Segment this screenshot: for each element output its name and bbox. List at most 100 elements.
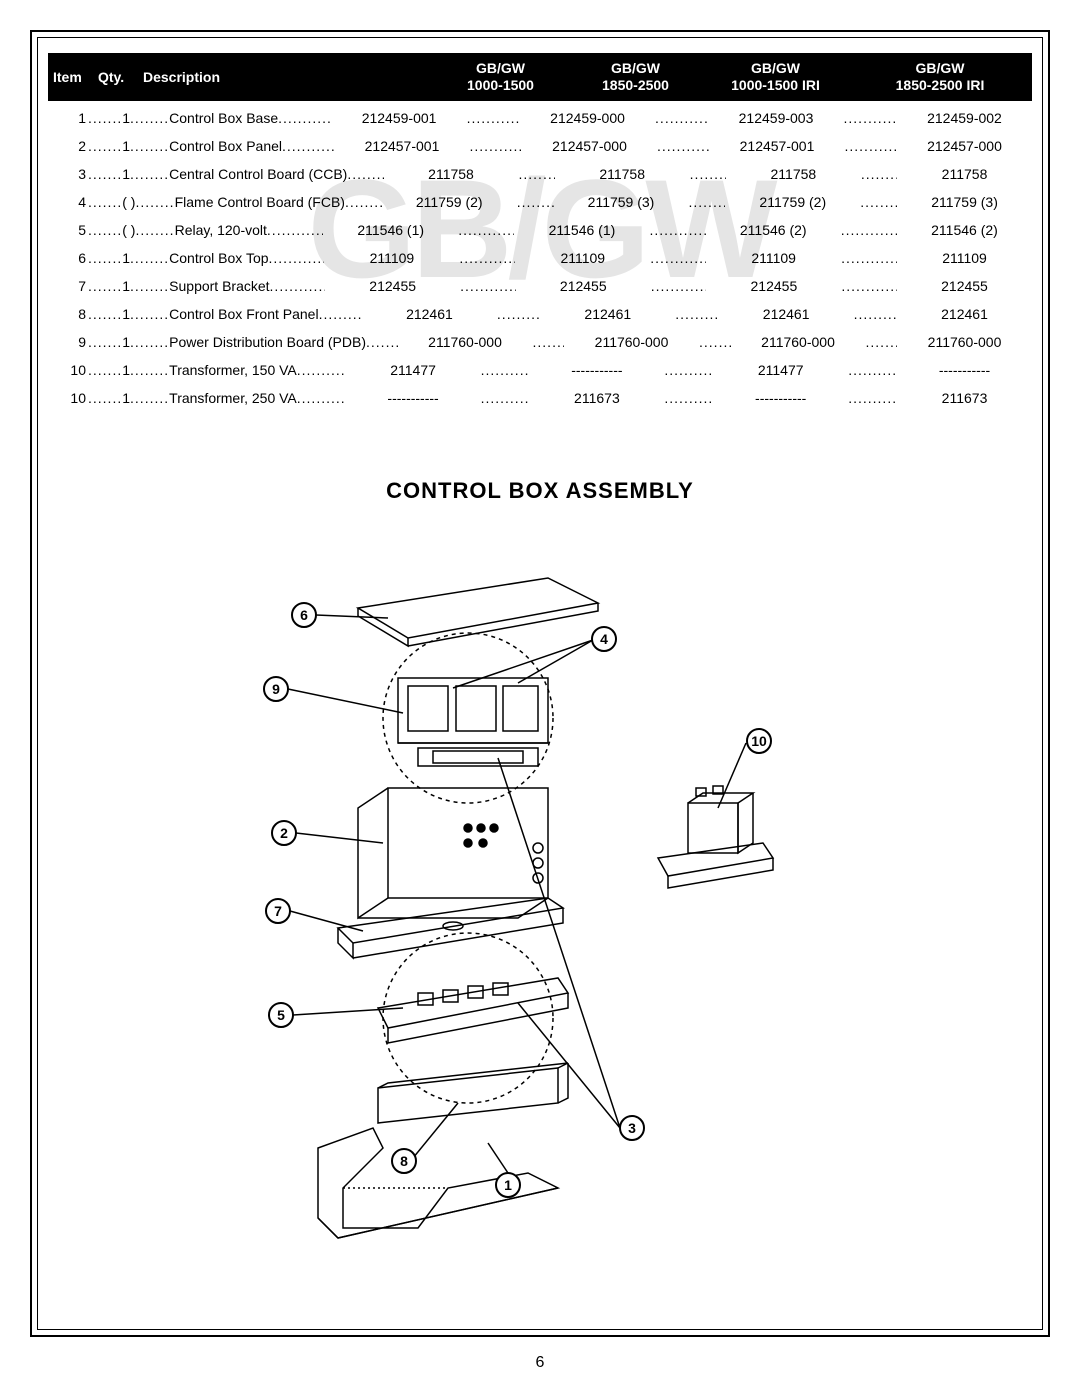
header-col3: GB/GW 1000-1500 IRI (703, 60, 848, 94)
cell-desc: Transformer, 250 VA (169, 390, 297, 406)
page-number: 6 (0, 1354, 1080, 1372)
callout-7: 7 (265, 898, 291, 924)
table-row: 10 ....... 1 ........ Transformer, 250 V… (48, 390, 1032, 418)
dots: ....... (88, 278, 122, 294)
dots: .................. (690, 166, 726, 182)
cell-qty: ( ) (122, 194, 135, 210)
dots: ......................... (297, 390, 346, 406)
header-col4-bot: 1850-2500 IRI (848, 77, 1032, 94)
dots: ....... (88, 194, 122, 210)
dots: .................. (689, 194, 726, 210)
cell-item: 6 (48, 250, 88, 266)
dots: .................. (649, 222, 705, 238)
cell-c4: 211760-000 (897, 334, 1032, 350)
dots: .................. (699, 334, 731, 350)
cell-qty: 1 (122, 138, 130, 154)
dots: .................. (458, 222, 514, 238)
cell-c2: 212459-000 (520, 110, 655, 126)
dots: ....... (88, 362, 122, 378)
dots: ........ (130, 306, 169, 322)
dots: ........ (130, 250, 169, 266)
dots: ....... (88, 390, 122, 406)
dots: ........ (135, 194, 174, 210)
cell-qty: 1 (122, 362, 130, 378)
dots: .................. (517, 194, 554, 210)
cell-qty: 1 (122, 306, 130, 322)
cell-desc: Flame Control Board (FCB) (175, 194, 345, 210)
cell-c1: 211759 (2) (382, 194, 517, 210)
dots: .............. (366, 334, 398, 350)
assembly-title: CONTROL BOX ASSEMBLY (38, 478, 1042, 504)
cell-qty: ( ) (122, 222, 135, 238)
page: GB/GW Item Qty. Description GB/GW 1000-1… (0, 0, 1080, 1397)
dots: .................. (533, 334, 565, 350)
cell-c1: 211758 (384, 166, 519, 182)
diagram-svg (188, 548, 888, 1268)
callout-1: 1 (495, 1172, 521, 1198)
callout-9: 9 (263, 676, 289, 702)
exploded-diagram: 64910275381 (188, 548, 888, 1268)
dots: ....... (88, 110, 122, 126)
dots: .................. (848, 390, 897, 406)
cell-c2: 212457-000 (522, 138, 657, 154)
header-col1: GB/GW 1000-1500 (433, 60, 568, 94)
dots: .................. (655, 110, 708, 126)
cell-qty: 1 (122, 334, 130, 350)
cell-c4: ----------- (897, 362, 1032, 378)
cell-qty: 1 (122, 390, 130, 406)
cell-c1: 211760-000 (398, 334, 533, 350)
dots: ........ (130, 390, 169, 406)
dots: .................. (467, 110, 520, 126)
header-col3-top: GB/GW (703, 60, 848, 77)
dots: .................. (650, 250, 706, 266)
dots: .................. (664, 362, 713, 378)
cell-c3: 211109 (706, 250, 841, 266)
cell-desc: Control Box Base (169, 110, 278, 126)
dots: ............................. (270, 278, 326, 294)
cell-c1: 211477 (346, 362, 481, 378)
table-row: 4 ....... ( ) ........ Flame Control Boa… (48, 194, 1032, 222)
cell-desc: Control Box Front Panel (169, 306, 318, 322)
cell-item: 7 (48, 278, 88, 294)
cell-c3: ----------- (713, 390, 848, 406)
dots: ......................... (297, 362, 346, 378)
cell-qty: 1 (122, 110, 130, 126)
cell-c1: 212461 (362, 306, 497, 322)
cell-c2: 212455 (516, 278, 651, 294)
cell-c1: 212457-001 (335, 138, 470, 154)
dots: ............................. (269, 250, 325, 266)
table-row: 1 ....... 1 ........ Control Box Base ..… (48, 110, 1032, 138)
cell-c4: 212455 (897, 278, 1032, 294)
callout-10: 10 (746, 728, 772, 754)
cell-desc: Control Box Top (169, 250, 268, 266)
cell-item: 3 (48, 166, 88, 182)
header-col1-top: GB/GW (433, 60, 568, 77)
dots: .................. (519, 166, 555, 182)
cell-c1: 212459-001 (332, 110, 467, 126)
cell-c4: 211673 (897, 390, 1032, 406)
cell-desc: Power Distribution Board (PDB) (169, 334, 366, 350)
dots: .................. (844, 110, 897, 126)
dots: ....... (88, 334, 122, 350)
table-row: 6 ....... 1 ........ Control Box Top ...… (48, 250, 1032, 278)
cell-qty: 1 (122, 166, 130, 182)
dots: .................. (481, 362, 530, 378)
header-col4-top: GB/GW (848, 60, 1032, 77)
dots: ........ (135, 222, 174, 238)
cell-c3: 212461 (719, 306, 854, 322)
cell-c4: 212459-002 (897, 110, 1032, 126)
cell-c4: 211109 (897, 250, 1032, 266)
cell-item: 5 (48, 222, 88, 238)
dots: .................. (848, 362, 897, 378)
cell-item: 1 (48, 110, 88, 126)
header-col2-bot: 1850-2500 (568, 77, 703, 94)
dots: .................. (459, 250, 515, 266)
outer-frame: GB/GW Item Qty. Description GB/GW 1000-1… (30, 30, 1050, 1337)
table-row: 7 ....... 1 ........ Support Bracket ...… (48, 278, 1032, 306)
dots: ........ (130, 166, 169, 182)
cell-item: 10 (48, 362, 88, 378)
dots: .................. (866, 334, 898, 350)
cell-c2: ----------- (529, 362, 664, 378)
cell-c4: 212457-000 (897, 138, 1032, 154)
cell-desc: Support Bracket (169, 278, 269, 294)
